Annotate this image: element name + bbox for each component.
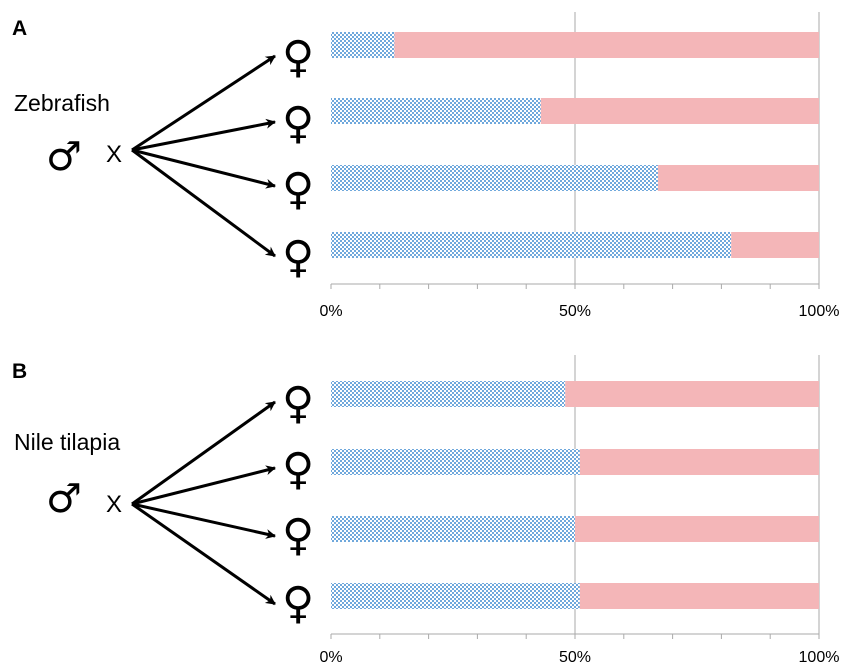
bar-blue — [331, 232, 732, 258]
x-tick-label: 50% — [559, 303, 591, 320]
species-label-b: Nile tilapia — [14, 429, 120, 455]
female-icon: ♀ — [282, 444, 314, 495]
bar-blue — [331, 98, 541, 124]
arrow-icon — [131, 148, 276, 258]
bar-pink — [394, 32, 819, 58]
bar-blue — [331, 516, 575, 542]
cross-symbol: X — [106, 491, 122, 518]
female-icon: ♀ — [282, 510, 314, 561]
bar-pink — [731, 232, 819, 258]
female-icon: ♀ — [282, 164, 314, 215]
panel-b: B Nile tilapia ♂ X ♀ ♀ ♀ ♀ 0% 50% 100% — [12, 355, 839, 666]
arrow-icon — [131, 54, 276, 152]
bar-pink — [579, 583, 819, 609]
bar-pink — [657, 165, 819, 191]
bar-blue — [331, 449, 580, 475]
arrow-icon — [131, 148, 276, 189]
cross-arrows-a — [131, 54, 276, 258]
panel-letter-b: B — [12, 360, 27, 383]
male-icon: ♂ — [46, 134, 82, 180]
species-label-a: Zebrafish — [14, 90, 110, 116]
bar-pink — [575, 516, 819, 542]
arrow-icon — [131, 502, 276, 539]
arrow-icon — [131, 502, 276, 606]
x-tick-label: 0% — [319, 303, 342, 320]
panel-letter-a: A — [12, 17, 27, 40]
arrow-icon — [131, 118, 276, 152]
x-tick-label: 50% — [559, 649, 591, 666]
female-icons-a: ♀ ♀ ♀ ♀ — [282, 32, 314, 283]
panel-a: A Zebrafish ♂ X ♀ ♀ ♀ ♀ 0% 50% 100% — [12, 12, 839, 320]
female-icon: ♀ — [282, 578, 314, 629]
arrow-icon — [131, 465, 276, 506]
arrow-icon — [131, 400, 276, 506]
female-icon: ♀ — [282, 98, 314, 149]
bar-blue — [331, 381, 566, 407]
female-icons-b: ♀ ♀ ♀ ♀ — [282, 378, 314, 629]
female-icon: ♀ — [282, 232, 314, 283]
bar-pink — [540, 98, 819, 124]
male-icon: ♂ — [46, 476, 82, 522]
x-tick-label: 0% — [319, 649, 342, 666]
cross-symbol: X — [106, 141, 122, 168]
bar-pink — [579, 449, 819, 475]
x-tick-label: 100% — [799, 649, 840, 666]
chart-b: 0% 50% 100% — [319, 355, 839, 666]
female-icon: ♀ — [282, 32, 314, 83]
female-icon: ♀ — [282, 378, 314, 429]
cross-arrows-b — [131, 400, 276, 606]
bar-blue — [331, 32, 395, 58]
bar-pink — [565, 381, 819, 407]
x-tick-label: 100% — [799, 303, 840, 320]
bar-blue — [331, 165, 658, 191]
chart-a: 0% 50% 100% — [319, 12, 839, 320]
bar-blue — [331, 583, 580, 609]
